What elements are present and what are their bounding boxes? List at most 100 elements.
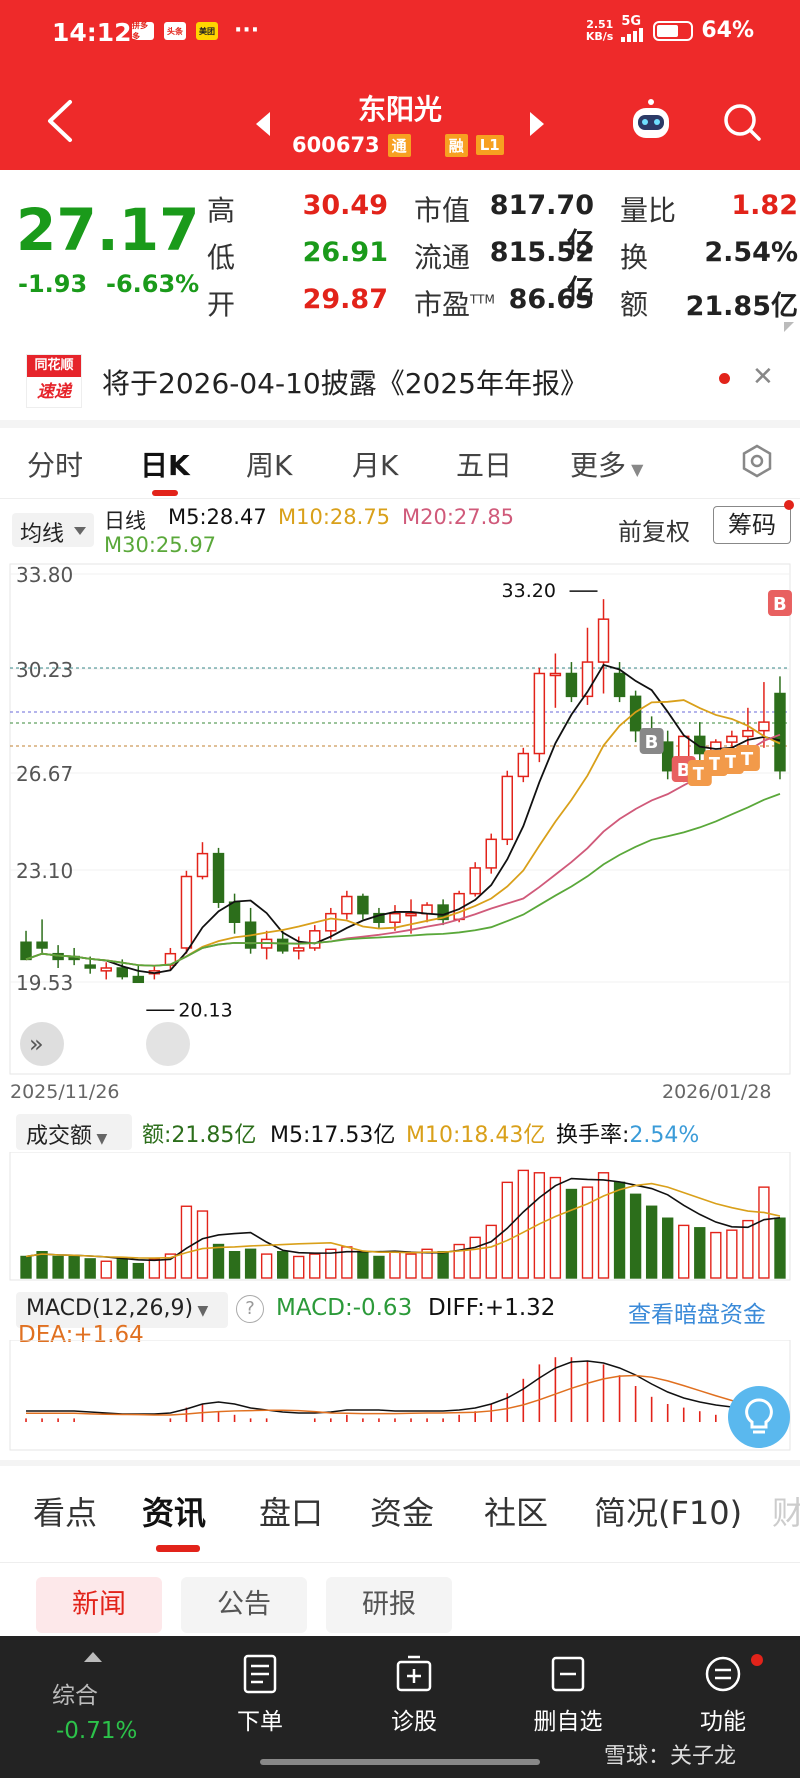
adjust-mode-button[interactable]: 前复权 <box>618 518 690 546</box>
volume-bar <box>501 1181 513 1279</box>
caret-down-icon: ▼ <box>92 1131 108 1147</box>
dark-pool-link[interactable]: 查看暗盘资金 <box>628 1302 766 1328</box>
candle-body <box>325 912 337 932</box>
help-icon[interactable]: ? <box>236 1295 264 1323</box>
stock-name: 东阳光 <box>357 93 442 126</box>
back-arrow-icon[interactable] <box>40 98 80 144</box>
candle-body <box>501 775 513 841</box>
status-right: 2.51 KB/s 5G 64% <box>586 15 754 45</box>
unread-dot <box>751 1654 763 1666</box>
next-stock-arrow-icon[interactable] <box>530 112 544 136</box>
tab-community[interactable]: 社区 <box>484 1494 549 1532</box>
label-volume-ratio: 量比 <box>620 194 677 227</box>
tab-profile-f10[interactable]: 简况(F10) <box>594 1494 743 1532</box>
volume-bar <box>629 1193 642 1279</box>
tab-intraday[interactable]: 分时 <box>27 449 84 482</box>
volume-bar <box>581 1186 594 1279</box>
nav-diagnose[interactable]: 诊股 <box>354 1636 474 1756</box>
svg-text:T: T <box>693 764 706 785</box>
volume-chart[interactable] <box>0 1152 800 1282</box>
volume-bar <box>389 1250 401 1279</box>
tab-five-day[interactable]: 五日 <box>456 449 513 482</box>
value-open: 29.87 <box>302 284 388 315</box>
tab-monthly-k[interactable]: 月K <box>352 449 399 482</box>
candle-body <box>421 904 433 915</box>
candle-body <box>629 695 642 732</box>
tab-weekly-k[interactable]: 周K <box>246 449 293 482</box>
volume-bar <box>228 1250 241 1279</box>
caret-down-icon <box>74 527 86 535</box>
tab-highlights[interactable]: 看点 <box>33 1494 98 1532</box>
volume-bar <box>100 1260 112 1279</box>
nav-functions[interactable]: 功能 <box>663 1636 783 1756</box>
volume-bar <box>277 1250 289 1279</box>
candle-body <box>36 941 48 949</box>
volume-bar <box>212 1243 225 1279</box>
candle-body <box>276 938 289 952</box>
tab-funds[interactable]: 资金 <box>370 1494 435 1532</box>
buy-marker: B <box>767 590 792 616</box>
candle-body <box>357 895 369 915</box>
svg-text:T: T <box>725 752 738 773</box>
tab-orderbook[interactable]: 盘口 <box>259 1494 324 1532</box>
volume-bar <box>565 1188 578 1279</box>
unread-dot <box>719 373 730 384</box>
nav-index[interactable]: 综合 -0.71% <box>0 1636 180 1756</box>
nav-remove-watchlist[interactable]: 删自选 <box>508 1636 628 1756</box>
svg-text:T: T <box>741 749 754 770</box>
subtab-announcements[interactable]: 公告 <box>181 1577 307 1633</box>
dea-line <box>26 1374 781 1416</box>
more-notifications-icon: ··· <box>234 18 260 43</box>
volume-selector[interactable]: 成交额 ▼ <box>16 1114 132 1150</box>
tab-finance[interactable]: 财 <box>772 1494 800 1532</box>
prev-stock-arrow-icon[interactable] <box>256 112 270 136</box>
ma-selector[interactable]: 均线 <box>12 513 94 547</box>
caret-down-icon: ▼ <box>626 460 644 479</box>
candle-body <box>565 672 578 698</box>
value-market-cap: 817.70亿 <box>489 190 594 259</box>
battery-icon <box>653 20 694 41</box>
candle-body <box>613 672 626 698</box>
volume-bar <box>68 1255 80 1279</box>
legend-dea: DEA:+1.64 <box>18 1322 144 1348</box>
candle-body <box>20 941 32 961</box>
search-icon[interactable] <box>722 102 762 142</box>
close-icon[interactable]: ✕ <box>752 362 774 392</box>
home-indicator[interactable] <box>260 1759 540 1765</box>
volume-bar <box>132 1262 144 1279</box>
date-start-label: 2025/11/26 <box>10 1081 120 1103</box>
ai-assistant-icon[interactable] <box>627 98 675 142</box>
legend-vol-m5: M5:17.53亿 <box>270 1123 396 1148</box>
tab-daily-k[interactable]: 日K <box>140 449 190 482</box>
candle-body <box>774 692 786 772</box>
label-high: 高 <box>207 194 236 227</box>
chips-button[interactable]: 筹码 <box>713 506 791 544</box>
subtab-research[interactable]: 研报 <box>326 1577 452 1633</box>
y-tick-label: 23.10 <box>16 859 73 883</box>
macd-chart[interactable] <box>0 1340 800 1452</box>
current-price: 27.17 <box>16 196 200 264</box>
candle-body <box>758 721 770 732</box>
notice-bar[interactable]: 同花顺 速递 将于2026-04-10披露《2025年年报》 <box>0 340 800 420</box>
expand-corner-icon[interactable] <box>784 322 794 332</box>
lightbulb-icon[interactable] <box>728 1386 790 1448</box>
nav-place-order[interactable]: 下单 <box>200 1636 320 1756</box>
label-pe: 市盈TTM <box>414 288 495 321</box>
trade-marker: T <box>735 745 760 771</box>
volume-bar <box>373 1255 385 1279</box>
subtab-news[interactable]: 新闻 <box>36 1577 162 1633</box>
diagnose-icon <box>396 1655 432 1692</box>
unread-dot <box>784 500 794 510</box>
ma5-line <box>25 663 781 975</box>
tag-margin: 融 <box>444 133 468 157</box>
tab-news[interactable]: 资讯 <box>142 1494 207 1532</box>
candle-body <box>196 852 209 878</box>
app-notify-icon: 头条 <box>164 22 186 40</box>
app-notify-icon: 拼多多 <box>132 21 154 41</box>
tab-more[interactable]: 更多 ▼ <box>570 449 644 482</box>
active-tab-indicator <box>152 490 178 496</box>
stock-code: 600673 <box>292 133 380 157</box>
macd-selector[interactable]: MACD(12,26,9) ▼ <box>16 1292 228 1328</box>
settings-icon[interactable] <box>740 444 774 478</box>
